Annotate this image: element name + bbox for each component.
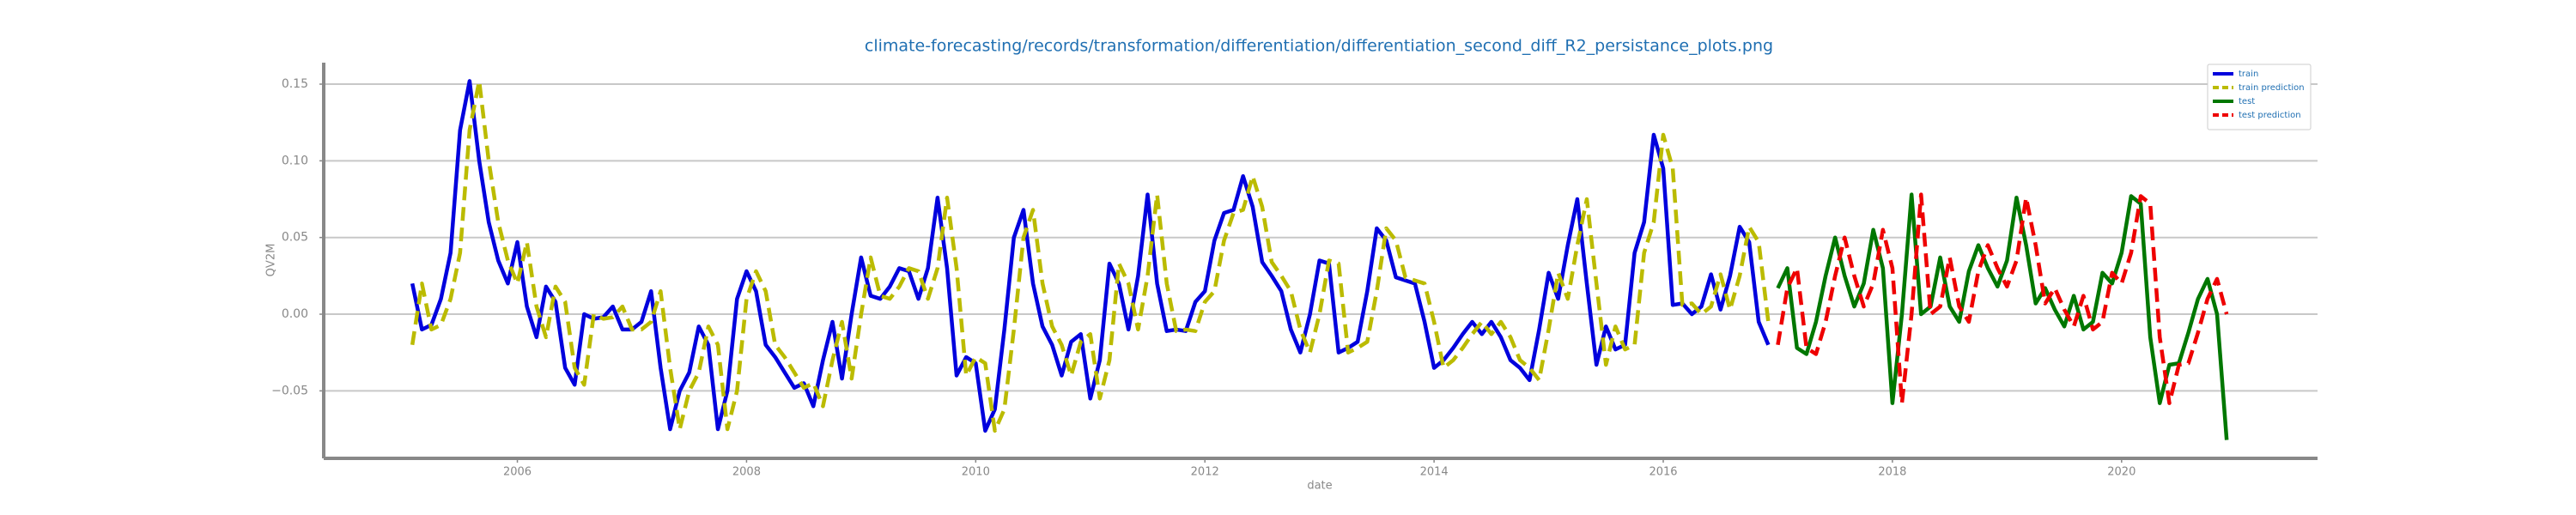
x-tick-label: 2020	[2107, 466, 2136, 479]
series-line	[410, 79, 1771, 433]
x-tick-label: 2006	[503, 466, 532, 479]
y-tick-label: 0.05	[282, 231, 308, 245]
y-axis-label: QV2M	[265, 244, 278, 277]
series-line	[410, 79, 1771, 433]
legend: train train prediction test test prediction	[2207, 64, 2312, 130]
legend-label: train	[2239, 70, 2258, 79]
x-tick-label: 2010	[962, 466, 990, 479]
y-tick-label: 0.00	[282, 307, 308, 321]
y-tick-label: −0.05	[271, 384, 308, 397]
legend-label: test prediction	[2239, 111, 2301, 120]
x-tick-label: 2014	[1420, 466, 1449, 479]
x-tick-label: 2012	[1191, 466, 1219, 479]
x-tick-label: 2016	[1649, 466, 1677, 479]
y-tick-label: 0.15	[282, 77, 308, 91]
series-line	[1776, 192, 2229, 405]
y-tick-label: 0.10	[282, 154, 308, 167]
legend-label: test	[2239, 97, 2255, 106]
legend-label: train prediction	[2239, 83, 2305, 93]
x-tick-label: 2018	[1878, 466, 1906, 479]
chart-title: climate-forecasting/records/transformati…	[865, 37, 1773, 56]
x-axis-label: date	[1307, 480, 1332, 493]
x-tick-label: 2008	[732, 466, 761, 479]
series-line	[1776, 192, 2229, 440]
